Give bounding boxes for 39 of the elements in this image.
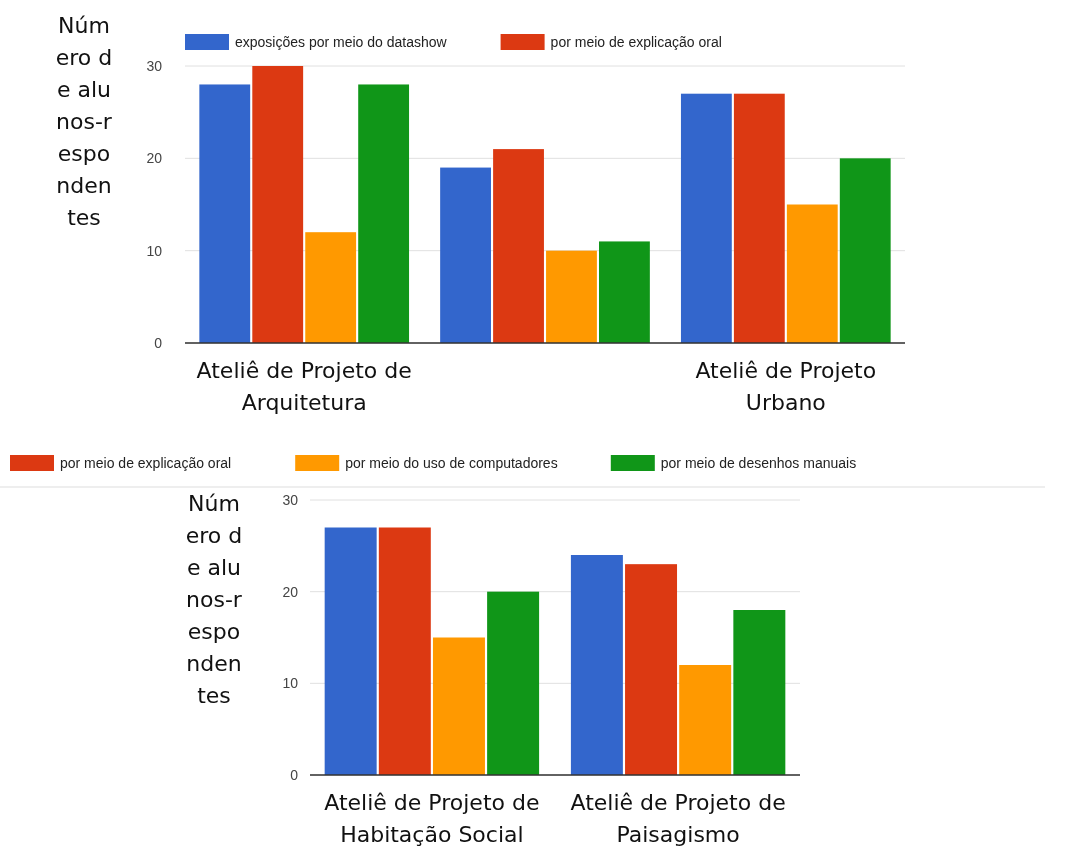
x-tick-label: Ateliê de Projeto de Arquitetura bbox=[195, 357, 413, 417]
bar bbox=[358, 84, 410, 343]
bar bbox=[378, 527, 431, 775]
bar bbox=[252, 66, 304, 343]
bar bbox=[432, 637, 485, 775]
y-tick-label: 0 bbox=[290, 767, 299, 783]
bar bbox=[546, 250, 597, 343]
bar bbox=[324, 527, 377, 775]
x-tick-label: Ateliê de Projeto de Habitação Social bbox=[323, 789, 541, 849]
y-tick-label: 20 bbox=[146, 150, 163, 167]
bar bbox=[570, 555, 623, 775]
legend-label: por meio do uso de computadores bbox=[345, 455, 558, 471]
x-tick-label: Ateliê de Projeto de Paisagismo bbox=[569, 789, 787, 849]
y-axis-title: Número de alunos-respondentes bbox=[185, 490, 243, 710]
bar bbox=[305, 232, 357, 343]
y-axis-title: Número de alunos-respondentes bbox=[55, 12, 113, 232]
y-tick-label: 30 bbox=[146, 58, 163, 74]
y-tick-label: 10 bbox=[146, 242, 163, 259]
bar bbox=[733, 93, 785, 343]
legend-label: por meio de explicação oral bbox=[60, 455, 232, 471]
y-tick-label: 30 bbox=[282, 492, 299, 508]
y-tick-label: 20 bbox=[282, 583, 299, 600]
legend-label: exposições por meio do datashow bbox=[235, 34, 448, 50]
bar bbox=[599, 241, 650, 343]
bar bbox=[786, 204, 838, 343]
bar bbox=[199, 84, 251, 343]
bar bbox=[625, 564, 678, 775]
bar bbox=[680, 93, 732, 343]
x-tick-label: Ateliê de Projeto Urbano bbox=[694, 357, 878, 417]
legend-label: por meio de desenhos manuais bbox=[660, 455, 857, 471]
bar bbox=[493, 149, 544, 343]
bar bbox=[487, 591, 540, 775]
legend-label: por meio de explicação oral bbox=[550, 34, 722, 50]
bar bbox=[679, 665, 732, 775]
y-tick-label: 0 bbox=[154, 335, 163, 351]
bar bbox=[839, 158, 891, 343]
bar bbox=[440, 167, 491, 343]
y-tick-label: 10 bbox=[282, 675, 299, 692]
bar bbox=[733, 610, 786, 775]
